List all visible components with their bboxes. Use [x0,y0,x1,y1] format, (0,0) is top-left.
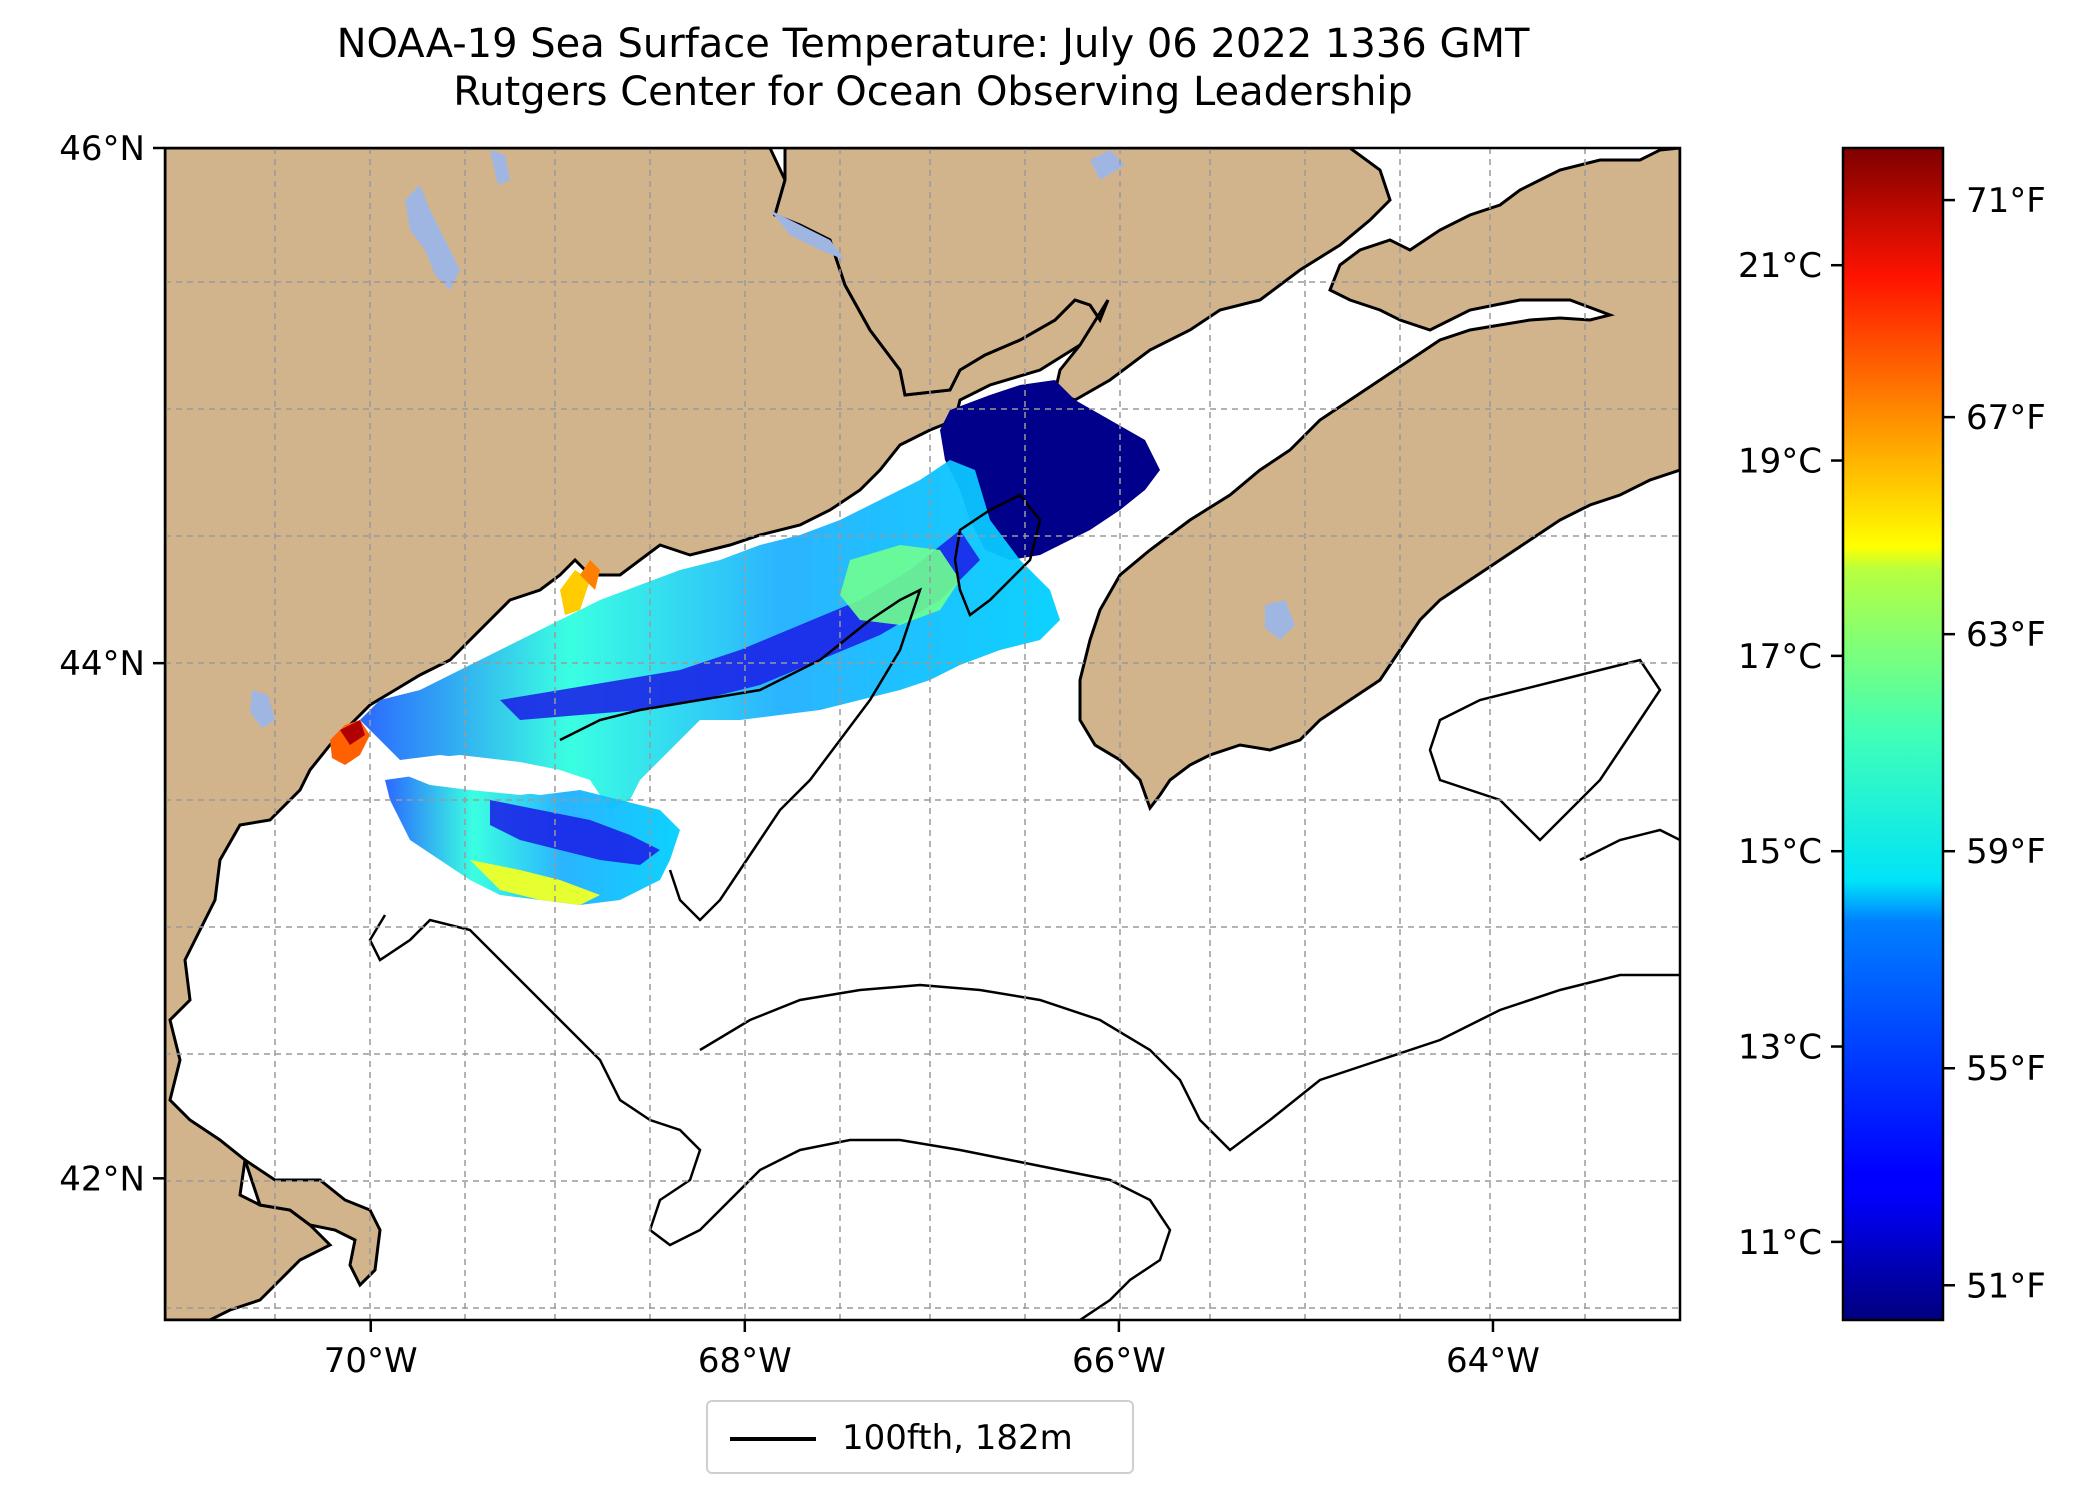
lon-tick-label: 70°W [324,1341,418,1381]
celsius-tick-label: 13°C [1738,1028,1822,1068]
map-title: NOAA-19 Sea Surface Temperature: July 06… [0,20,1866,116]
sst-hot-portland [340,720,365,745]
lake-nova-scotia [1265,600,1295,640]
sst-bay-of-fundy-cold [940,380,1160,560]
colorbar-gradient [1841,146,1945,1322]
depth-contour-100fth [368,493,1680,1320]
lat-tick-label: 44°N [59,644,145,684]
land-nova-scotia [1078,148,1680,812]
legend: 100fth, 182m [706,1400,1134,1474]
latitude-axis: 46°N 44°N 42°N [59,129,165,1199]
celsius-tick-label: 11°C [1738,1223,1822,1263]
colorbar-fahrenheit-ticks: 71°F 67°F 63°F 59°F 55°F 51°F [1943,181,2046,1306]
lake-moosehead [405,185,460,290]
title-line-1: NOAA-19 Sea Surface Temperature: July 06… [336,21,1530,67]
fahrenheit-tick-label: 71°F [1966,181,2046,221]
lat-tick-label: 42°N [59,1159,145,1199]
sst-warm-coast-2 [560,570,590,615]
sst-cold-band-1 [500,530,980,720]
lake-nb-north [1090,150,1125,180]
lake-sebago [250,690,275,728]
sst-yellow-south [470,860,600,905]
lat-tick-label: 46°N [59,129,145,169]
lon-tick-label: 68°W [698,1341,792,1381]
celsius-tick-label: 15°C [1738,832,1822,872]
gridlines [165,148,1680,1320]
title-line-2: Rutgers Center for Ocean Observing Leade… [453,69,1413,115]
fahrenheit-tick-label: 51°F [1966,1266,2046,1306]
sst-gulf-main [360,460,1060,810]
colorbar: 21°C 19°C 17°C 15°C 13°C 11°C 71°F 67°F 63°F 59°… [1738,146,2046,1322]
colorbar-celsius-ticks: 21°C 19°C 17°C 15°C 13°C 11°C [1738,246,1843,1263]
legend-label: 100fth, 182m [842,1418,1073,1458]
fahrenheit-tick-label: 63°F [1966,615,2046,655]
fahrenheit-tick-label: 55°F [1966,1049,2046,1089]
land-new-brunswick [773,148,1392,402]
celsius-tick-label: 17°C [1738,637,1822,677]
legend-contour-swatch [730,1437,816,1441]
fahrenheit-tick-label: 67°F [1966,398,2046,438]
lake-maine-north [490,150,510,185]
map-area [163,146,1682,1322]
celsius-tick-label: 21°C [1738,246,1822,286]
lon-tick-label: 64°W [1446,1341,1540,1381]
sst-cold-band-2 [490,800,660,865]
celsius-tick-label: 19°C [1738,442,1822,482]
sst-warm-coast-3 [580,560,600,590]
longitude-axis: 70°W 68°W 66°W 64°W [324,1320,1540,1381]
lake-nb-river [770,210,845,260]
sst-cloud-gap [405,755,560,795]
lon-tick-label: 66°W [1072,1341,1166,1381]
map-frame [163,146,1682,1322]
fahrenheit-tick-label: 59°F [1966,832,2046,872]
land-cape-cod [242,1156,382,1288]
